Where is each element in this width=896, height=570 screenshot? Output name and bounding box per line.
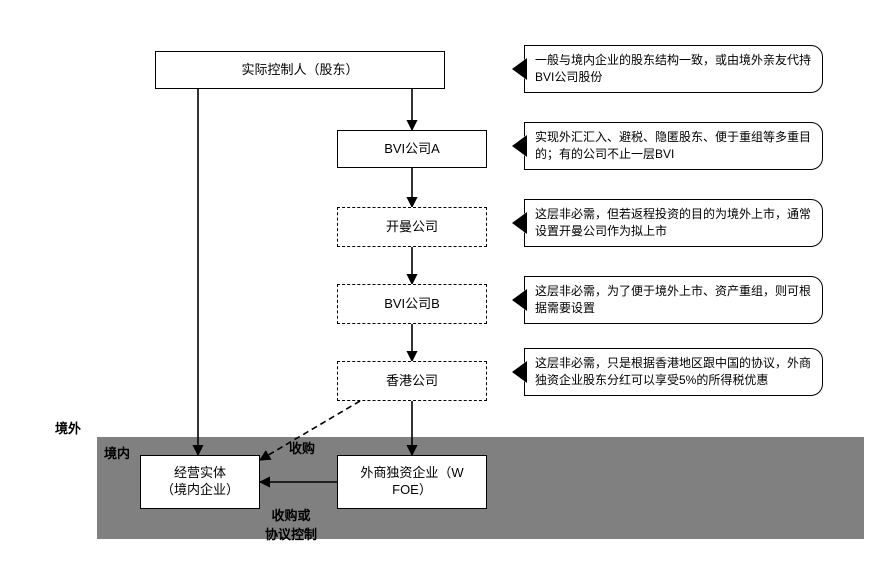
diagram-canvas: 实际控制人（股东） BVI公司A 开曼公司 BVI公司B 香港公司 经营实体 （… [0,0,896,570]
node-actual-controller: 实际控制人（股东） [155,51,445,89]
callout-bvi-b: 这层非必需，为了便于境外上市、资产重组，则可根据需要设置 [511,276,823,324]
node-label: BVI公司B [384,296,440,313]
node-label: 经营实体 （境内企业） [161,465,239,499]
callout-tip-icon [511,59,525,79]
label-text: 境外 [55,421,81,436]
callout-text: 一般与境内企业的股东结构一致，或由境外亲友代持BVI公司股份 [535,53,811,84]
node-wfoe: 外商独资企业（W FOE） [337,455,487,509]
region-label-inside: 境内 [104,443,130,462]
region-label-outside: 境外 [55,418,81,437]
callout-hongkong: 这层非必需，只是根据香港地区跟中国的协议，外商独资企业股东分红可以享受5%的所得… [511,348,823,396]
label-text: 境内 [104,446,130,461]
callout-text: 实现外汇汇入、避税、隐匿股东、便于重组等多重目的；有的公司不止一层BVI [535,130,811,161]
callout-controller: 一般与境内企业的股东结构一致，或由境外亲友代持BVI公司股份 [511,45,823,93]
callout-text: 这层非必需，但若返程投资的目的为境外上市，通常设置开曼公司作为拟上市 [535,207,811,238]
node-hongkong: 香港公司 [337,361,487,401]
callout-tip-icon [511,136,525,156]
edge-label-acquire: 收购 [289,438,315,457]
node-label: 实际控制人（股东） [241,62,358,79]
label-text: 收购或 协议控制 [265,508,317,542]
callout-tip-icon [511,290,525,310]
callout-text: 这层非必需，为了便于境外上市、资产重组，则可根据需要设置 [535,284,811,315]
node-cayman: 开曼公司 [337,207,487,247]
node-bvi-b: BVI公司B [337,284,487,324]
node-label: 香港公司 [386,373,438,390]
node-bvi-a: BVI公司A [337,130,487,168]
node-label: 开曼公司 [386,219,438,236]
edge-label-acquire-or-control: 收购或 协议控制 [265,490,317,543]
node-domestic-entity: 经营实体 （境内企业） [140,455,260,509]
label-text: 收购 [289,441,315,456]
node-label: 外商独资企业（W FOE） [360,465,463,499]
node-label: BVI公司A [384,141,440,158]
callout-tip-icon [511,362,525,382]
callout-bvi-a: 实现外汇汇入、避税、隐匿股东、便于重组等多重目的；有的公司不止一层BVI [511,122,823,170]
callout-cayman: 这层非必需，但若返程投资的目的为境外上市，通常设置开曼公司作为拟上市 [511,199,823,247]
callout-text: 这层非必需，只是根据香港地区跟中国的协议，外商独资企业股东分红可以享受5%的所得… [535,356,811,387]
callout-tip-icon [511,213,525,233]
